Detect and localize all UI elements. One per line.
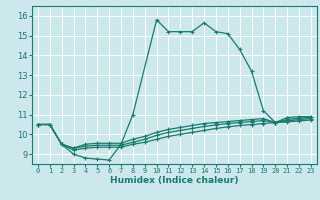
- X-axis label: Humidex (Indice chaleur): Humidex (Indice chaleur): [110, 176, 239, 185]
